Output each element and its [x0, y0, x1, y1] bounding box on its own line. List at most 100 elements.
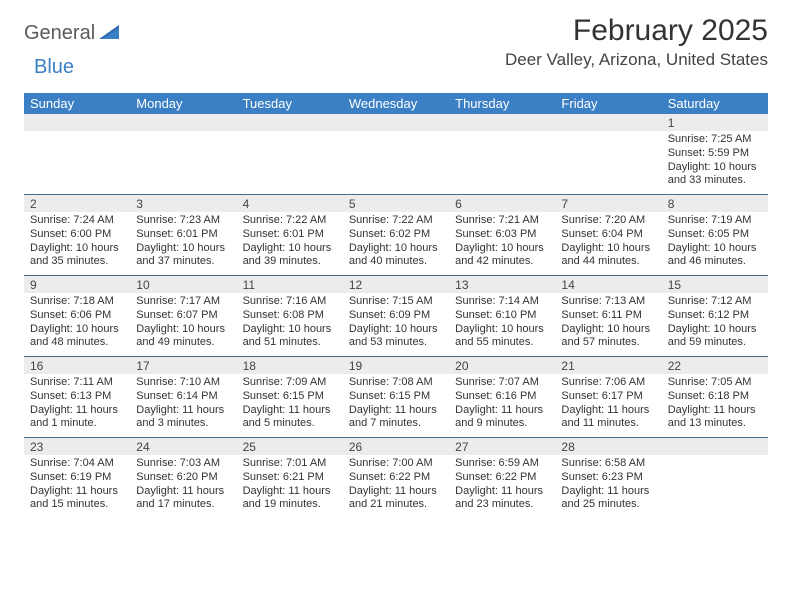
day-detail-cell: Sunrise: 7:21 AMSunset: 6:03 PMDaylight:… — [449, 212, 555, 275]
day-detail-line: Sunrise: 7:16 AM — [243, 295, 337, 309]
day-detail-line: Sunset: 6:05 PM — [668, 228, 762, 242]
day-number: 19 — [343, 357, 449, 374]
title-block: February 2025 Deer Valley, Arizona, Unit… — [505, 14, 768, 70]
day-detail-line: Daylight: 11 hours — [30, 404, 124, 418]
day-detail-line: Sunset: 6:19 PM — [30, 471, 124, 485]
day-detail-line: Sunset: 6:13 PM — [30, 390, 124, 404]
day-detail-line: Sunrise: 7:18 AM — [30, 295, 124, 309]
day-detail-line: Daylight: 10 hours — [243, 323, 337, 337]
day-number: 4 — [237, 195, 343, 212]
day-detail-line: Daylight: 10 hours — [349, 242, 443, 256]
day-detail-line: Daylight: 11 hours — [136, 404, 230, 418]
day-detail-line: Sunset: 6:21 PM — [243, 471, 337, 485]
day-detail-line: Sunrise: 7:20 AM — [561, 214, 655, 228]
day-detail-line: Daylight: 11 hours — [243, 404, 337, 418]
day-detail-cell — [662, 455, 768, 518]
day-detail-line: and 7 minutes. — [349, 417, 443, 431]
day-detail-line: Sunset: 6:01 PM — [136, 228, 230, 242]
day-detail-line: and 49 minutes. — [136, 336, 230, 350]
day-detail-line: and 17 minutes. — [136, 498, 230, 512]
day-detail-cell: Sunrise: 7:04 AMSunset: 6:19 PMDaylight:… — [24, 455, 130, 518]
day-detail-line: Sunset: 6:10 PM — [455, 309, 549, 323]
day-detail-line: Sunset: 5:59 PM — [668, 147, 762, 161]
day-detail-line: Sunset: 6:09 PM — [349, 309, 443, 323]
day-number: 3 — [130, 195, 236, 212]
day-detail-cell — [449, 131, 555, 194]
day-detail-line: Daylight: 10 hours — [243, 242, 337, 256]
day-number: 1 — [662, 114, 768, 131]
day-detail-line: Sunrise: 7:09 AM — [243, 376, 337, 390]
day-detail-line: and 39 minutes. — [243, 255, 337, 269]
day-detail-line: Sunrise: 6:58 AM — [561, 457, 655, 471]
week-detail-row: Sunrise: 7:04 AMSunset: 6:19 PMDaylight:… — [24, 455, 768, 518]
day-detail-line: and 13 minutes. — [668, 417, 762, 431]
day-detail-cell — [130, 131, 236, 194]
dow-thursday: Thursday — [449, 93, 555, 114]
day-number: 10 — [130, 276, 236, 293]
day-detail-line: Sunrise: 7:23 AM — [136, 214, 230, 228]
dow-wednesday: Wednesday — [343, 93, 449, 114]
day-detail-cell — [24, 131, 130, 194]
day-detail-line: and 42 minutes. — [455, 255, 549, 269]
day-number: 28 — [555, 438, 661, 455]
day-detail-line: Daylight: 10 hours — [561, 323, 655, 337]
day-detail-line: Daylight: 10 hours — [136, 323, 230, 337]
day-detail-cell: Sunrise: 7:11 AMSunset: 6:13 PMDaylight:… — [24, 374, 130, 437]
day-number — [343, 114, 449, 131]
day-detail-line: and 21 minutes. — [349, 498, 443, 512]
day-detail-line: Daylight: 10 hours — [455, 323, 549, 337]
week-daynum-band: 232425262728 — [24, 437, 768, 455]
day-detail-line: and 40 minutes. — [349, 255, 443, 269]
dow-tuesday: Tuesday — [237, 93, 343, 114]
day-detail-line: Sunset: 6:07 PM — [136, 309, 230, 323]
day-detail-line: Sunrise: 7:13 AM — [561, 295, 655, 309]
day-detail-line: Daylight: 11 hours — [561, 404, 655, 418]
day-detail-line: Sunrise: 7:12 AM — [668, 295, 762, 309]
day-number — [130, 114, 236, 131]
day-number: 25 — [237, 438, 343, 455]
day-detail-line: Sunset: 6:18 PM — [668, 390, 762, 404]
day-detail-line: Sunset: 6:20 PM — [136, 471, 230, 485]
logo-sail-icon — [99, 22, 121, 45]
day-detail-line: Sunrise: 7:19 AM — [668, 214, 762, 228]
day-detail-line: and 19 minutes. — [243, 498, 337, 512]
day-detail-cell: Sunrise: 7:22 AMSunset: 6:02 PMDaylight:… — [343, 212, 449, 275]
day-detail-line: Daylight: 11 hours — [455, 485, 549, 499]
day-number: 5 — [343, 195, 449, 212]
day-detail-line: Sunset: 6:14 PM — [136, 390, 230, 404]
day-detail-line: Daylight: 10 hours — [30, 242, 124, 256]
day-number — [237, 114, 343, 131]
month-title: February 2025 — [505, 14, 768, 48]
day-detail-line: and 5 minutes. — [243, 417, 337, 431]
day-detail-cell: Sunrise: 7:19 AMSunset: 6:05 PMDaylight:… — [662, 212, 768, 275]
day-detail-line: Sunset: 6:22 PM — [455, 471, 549, 485]
day-number — [24, 114, 130, 131]
week-detail-row: Sunrise: 7:18 AMSunset: 6:06 PM Daylight:… — [24, 293, 768, 356]
week-daynum-band: 16171819202122 — [24, 356, 768, 374]
day-detail-line: Sunrise: 7:24 AM — [30, 214, 124, 228]
day-number: 18 — [237, 357, 343, 374]
day-detail-cell: Sunrise: 7:14 AMSunset: 6:10 PMDaylight:… — [449, 293, 555, 356]
day-detail-line: Sunset: 6:06 PM — [30, 309, 124, 323]
day-detail-line: Sunset: 6:23 PM — [561, 471, 655, 485]
day-detail-cell: Sunrise: 7:13 AMSunset: 6:11 PMDaylight:… — [555, 293, 661, 356]
day-detail-line: Sunset: 6:08 PM — [243, 309, 337, 323]
day-detail-line: Sunset: 6:12 PM — [668, 309, 762, 323]
day-number: 17 — [130, 357, 236, 374]
day-detail-cell: Sunrise: 7:12 AMSunset: 6:12 PMDaylight:… — [662, 293, 768, 356]
day-detail-cell — [343, 131, 449, 194]
day-detail-line: Sunset: 6:22 PM — [349, 471, 443, 485]
day-detail-line: and 3 minutes. — [136, 417, 230, 431]
logo-text-blue: Blue — [34, 56, 74, 79]
day-detail-cell — [237, 131, 343, 194]
day-detail-line: Sunset: 6:02 PM — [349, 228, 443, 242]
day-detail-line: Sunset: 6:15 PM — [349, 390, 443, 404]
day-detail-line: Sunrise: 7:22 AM — [243, 214, 337, 228]
day-detail-line: Sunrise: 7:11 AM — [30, 376, 124, 390]
day-number: 2 — [24, 195, 130, 212]
day-detail-line: Daylight: 10 hours — [561, 242, 655, 256]
logo-text-general: General — [24, 22, 95, 45]
day-number: 24 — [130, 438, 236, 455]
day-detail-line: Sunset: 6:04 PM — [561, 228, 655, 242]
day-detail-line: Sunset: 6:17 PM — [561, 390, 655, 404]
